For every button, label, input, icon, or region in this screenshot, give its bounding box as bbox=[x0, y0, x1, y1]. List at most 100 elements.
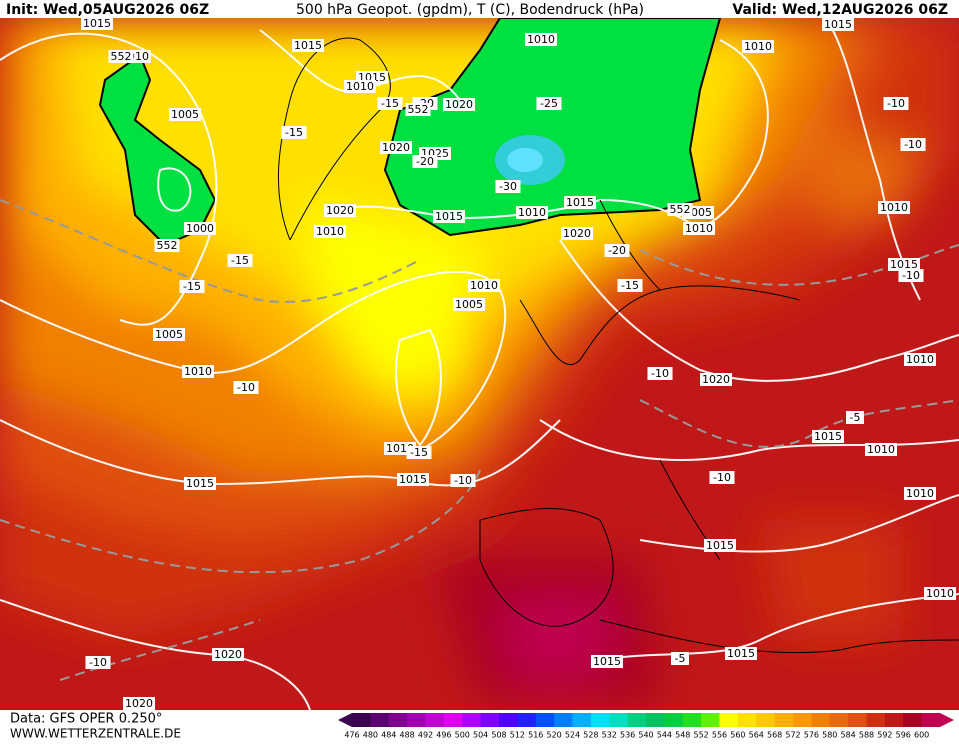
colorbar-label: 484 bbox=[381, 731, 396, 740]
geopotential-label: 552 bbox=[111, 50, 132, 63]
temperature-label: -10 bbox=[651, 367, 669, 380]
colorbar-swatch bbox=[590, 713, 610, 727]
colorbar-swatch bbox=[701, 713, 720, 727]
isobar-label-box bbox=[878, 201, 910, 214]
colorbar-swatch bbox=[829, 713, 849, 727]
isobar-label: 1015 bbox=[435, 210, 463, 223]
colorbar-label: 528 bbox=[583, 731, 598, 740]
isobar-label-box bbox=[700, 373, 732, 386]
colorbar-swatch bbox=[480, 713, 500, 727]
isobar-label: 1010 bbox=[685, 222, 713, 235]
colorbar-swatch bbox=[866, 713, 886, 727]
colorbar-label: 512 bbox=[510, 731, 525, 740]
colorbar-swatch bbox=[554, 713, 573, 727]
isobar-label-box bbox=[184, 477, 216, 490]
temperature-label-box bbox=[450, 474, 476, 487]
geopotential-label-box bbox=[405, 103, 431, 116]
geopotential-label-box bbox=[154, 239, 180, 252]
geopotential-label-box bbox=[108, 50, 134, 63]
isobar-label-box bbox=[212, 648, 244, 661]
init-time: Init: Wed,05AUG2026 06Z bbox=[6, 2, 209, 18]
colorbar-swatch bbox=[682, 713, 702, 727]
temperature-label: -10 bbox=[89, 656, 107, 669]
colorbar-swatch bbox=[388, 713, 408, 727]
isobar-label-box bbox=[564, 196, 596, 209]
isobar-label: 1010 bbox=[316, 225, 344, 238]
colorbar-swatch bbox=[774, 713, 794, 727]
isobar-label-box bbox=[516, 206, 548, 219]
isobar-label: 1000 bbox=[186, 222, 214, 235]
isobar-label: 1020 bbox=[702, 373, 730, 386]
isobar-label-box bbox=[924, 587, 956, 600]
colorbar-label: 524 bbox=[565, 731, 580, 740]
temperature-label-box bbox=[377, 97, 403, 110]
isobar-label: 1015 bbox=[294, 39, 322, 52]
colorbar-swatch bbox=[811, 713, 831, 727]
temperature-label: -10 bbox=[454, 474, 472, 487]
colorbar-swatch bbox=[462, 713, 482, 727]
colorbar-swatch bbox=[848, 713, 867, 727]
temperature-label: -5 bbox=[850, 411, 861, 424]
isobar-label-box bbox=[182, 365, 214, 378]
colorbar-label: 488 bbox=[399, 731, 414, 740]
temperature-label-box bbox=[406, 446, 432, 459]
temperature-label: -15 bbox=[183, 280, 201, 293]
isobar-label: 1005 bbox=[455, 298, 483, 311]
temperature-label-box bbox=[846, 411, 864, 424]
temperature-label: -20 bbox=[416, 155, 434, 168]
colorbar-label: 500 bbox=[455, 731, 470, 740]
isobar-label: 1015 bbox=[814, 430, 842, 443]
header-bar bbox=[0, 0, 959, 18]
colorbar-swatch bbox=[737, 713, 757, 727]
isobar-label-box bbox=[888, 258, 920, 271]
temperature-label-box bbox=[233, 381, 259, 394]
colorbar-swatch bbox=[884, 713, 904, 727]
colorbar-swatch bbox=[352, 713, 371, 727]
colorbar-swatch bbox=[921, 713, 941, 727]
map-labels: 1015 1010 1015 1015 1010 1020 1010 1010 1015 1005… bbox=[81, 17, 956, 710]
isobar-label-box bbox=[380, 141, 412, 154]
isobar-label-box bbox=[865, 443, 897, 456]
temperature-label: -15 bbox=[621, 279, 639, 292]
data-source: Data: GFS OPER 0.250° bbox=[10, 712, 162, 727]
isobar-label-box bbox=[397, 473, 429, 486]
isobar-label-box bbox=[153, 328, 185, 341]
isobar-label-box bbox=[81, 17, 113, 30]
temperature-label-box bbox=[495, 180, 521, 193]
colorbar-label: 480 bbox=[363, 731, 378, 740]
colorbar-label: 532 bbox=[602, 731, 617, 740]
geopotential-label: 552 bbox=[670, 203, 691, 216]
isobar-label: 1020 bbox=[382, 141, 410, 154]
colorbar-label: 576 bbox=[804, 731, 819, 740]
temperature-label: -5 bbox=[675, 652, 686, 665]
isobar-label: 1010 bbox=[926, 587, 954, 600]
isobar-label: 1020 bbox=[214, 648, 242, 661]
temperature-label: -10 bbox=[713, 471, 731, 484]
isobar-label: 1015 bbox=[83, 17, 111, 30]
isobar-label: 1010 bbox=[527, 33, 555, 46]
isobar-label-box bbox=[169, 108, 201, 121]
isobar-label-box bbox=[344, 80, 376, 93]
colorbar-label: 548 bbox=[675, 731, 690, 740]
isobar-label-box bbox=[742, 40, 774, 53]
isobar-label-box bbox=[704, 539, 736, 552]
colorbar-label: 476 bbox=[344, 731, 359, 740]
temperature-label: -15 bbox=[285, 126, 303, 139]
isobar-label: 1015 bbox=[706, 539, 734, 552]
colorbar-swatch bbox=[535, 713, 555, 727]
isobar-label-box bbox=[443, 98, 475, 111]
colorbar-swatch bbox=[517, 713, 537, 727]
colorbar-swatch bbox=[370, 713, 390, 727]
colorbar-swatch bbox=[719, 713, 739, 727]
geopotential-label-box bbox=[667, 203, 693, 216]
temperature-label-box bbox=[898, 269, 924, 282]
temperature-label-box bbox=[536, 97, 562, 110]
colorbar-swatch bbox=[407, 713, 426, 727]
temperature-label-box bbox=[179, 280, 205, 293]
temperature-label-box bbox=[281, 126, 307, 139]
colorbar-label: 492 bbox=[418, 731, 433, 740]
temperature-label-box bbox=[647, 367, 673, 380]
temperature-label-box bbox=[604, 244, 630, 257]
colorbar-swatch bbox=[609, 713, 629, 727]
